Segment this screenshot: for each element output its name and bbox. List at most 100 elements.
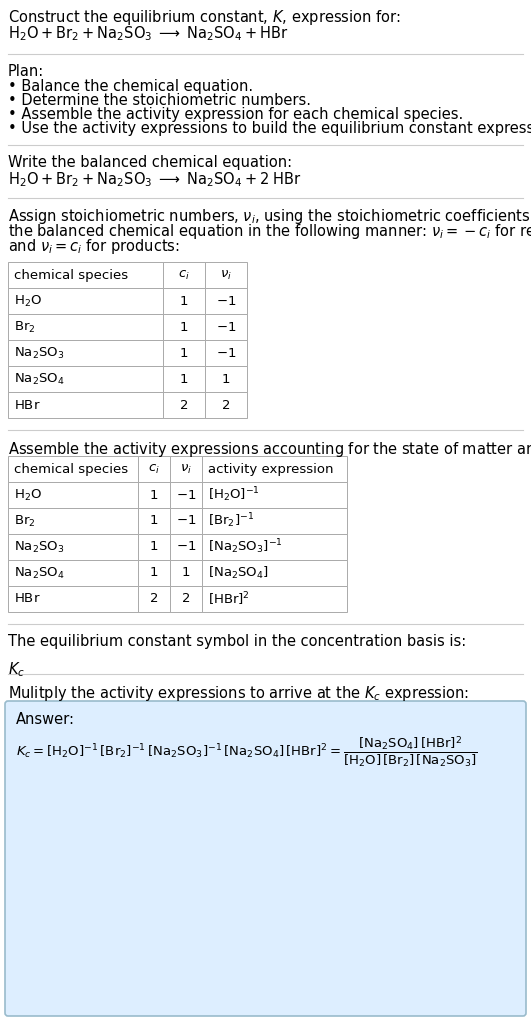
Text: $[\mathrm{Br_2}]^{-1}$: $[\mathrm{Br_2}]^{-1}$ [208,512,254,530]
Text: • Assemble the activity expression for each chemical species.: • Assemble the activity expression for e… [8,107,463,122]
Bar [205,392,247,418]
Text: 1: 1 [180,346,189,360]
Text: $1$: $1$ [182,567,191,580]
Text: 1: 1 [150,515,158,528]
Text: $K_c = [\mathrm{H_2O}]^{-1}\,[\mathrm{Br_2}]^{-1}\,[\mathrm{Na_2SO_3}]^{-1}\,[\m: $K_c = [\mathrm{H_2O}]^{-1}\,[\mathrm{Br… [16,734,478,769]
Bar [205,366,247,392]
Text: $-1$: $-1$ [176,540,196,553]
Text: $\nu_i$: $\nu_i$ [180,463,192,476]
Text: $[\mathrm{H_2O}]^{-1}$: $[\mathrm{H_2O}]^{-1}$ [208,486,260,504]
Text: $\mathrm{Na_2SO_4}$: $\mathrm{Na_2SO_4}$ [14,566,65,581]
Bar [8,586,138,612]
Text: $\mathrm{H_2O + Br_2 + Na_2SO_3 \;\longrightarrow\; Na_2SO_4 + 2\;HBr}$: $\mathrm{H_2O + Br_2 + Na_2SO_3 \;\longr… [8,170,302,189]
Text: the balanced chemical equation in the following manner: $\nu_i = -c_i$ for react: the balanced chemical equation in the fo… [8,222,531,242]
Text: 1: 1 [180,373,189,385]
Bar [170,560,202,586]
Text: 1: 1 [150,567,158,580]
Bar [202,455,347,482]
Text: $\mathrm{HBr}$: $\mathrm{HBr}$ [14,592,40,605]
Bar [8,366,163,392]
Bar [170,482,202,508]
Text: 1: 1 [180,321,189,333]
Bar [170,534,202,560]
Bar [138,534,170,560]
Text: $K_c$: $K_c$ [8,660,25,679]
Bar [138,508,170,534]
Text: Mulitply the activity expressions to arrive at the $K_c$ expression:: Mulitply the activity expressions to arr… [8,684,469,703]
Text: The equilibrium constant symbol in the concentration basis is:: The equilibrium constant symbol in the c… [8,634,466,649]
Text: $-1$: $-1$ [176,515,196,528]
Text: • Balance the chemical equation.: • Balance the chemical equation. [8,79,253,94]
Text: $\mathrm{H_2O}$: $\mathrm{H_2O}$ [14,293,42,309]
Bar [8,508,138,534]
Bar [8,288,163,314]
Bar [8,534,138,560]
Text: Construct the equilibrium constant, $K$, expression for:: Construct the equilibrium constant, $K$,… [8,8,401,26]
Text: $\mathrm{HBr}$: $\mathrm{HBr}$ [14,398,40,412]
Bar [202,560,347,586]
Bar [205,262,247,288]
Bar [163,314,205,340]
Bar [205,340,247,366]
Bar [8,392,163,418]
Bar [138,560,170,586]
Text: $2$: $2$ [182,592,191,605]
Bar [170,586,202,612]
Text: $[\mathrm{HBr}]^2$: $[\mathrm{HBr}]^2$ [208,590,250,607]
Bar [8,314,163,340]
Text: $2$: $2$ [221,398,230,412]
Text: Assign stoichiometric numbers, $\nu_i$, using the stoichiometric coefficients, $: Assign stoichiometric numbers, $\nu_i$, … [8,207,531,226]
Text: Write the balanced chemical equation:: Write the balanced chemical equation: [8,155,292,170]
Text: $-1$: $-1$ [176,488,196,501]
Bar [202,534,347,560]
Text: 1: 1 [180,294,189,308]
Text: • Use the activity expressions to build the equilibrium constant expression.: • Use the activity expressions to build … [8,121,531,136]
Text: chemical species: chemical species [14,463,128,476]
Bar [138,455,170,482]
Text: 2: 2 [180,398,189,412]
Text: chemical species: chemical species [14,268,128,281]
Bar [138,482,170,508]
Text: $\nu_i$: $\nu_i$ [220,268,232,281]
FancyBboxPatch shape [5,701,526,1016]
Text: $\mathrm{Na_2SO_3}$: $\mathrm{Na_2SO_3}$ [14,345,64,361]
Bar [138,586,170,612]
Bar [170,455,202,482]
Text: $\mathrm{H_2O + Br_2 + Na_2SO_3 \;\longrightarrow\; Na_2SO_4 + HBr}$: $\mathrm{H_2O + Br_2 + Na_2SO_3 \;\longr… [8,24,288,43]
Text: $c_i$: $c_i$ [148,463,160,476]
Text: Plan:: Plan: [8,64,44,79]
Text: • Determine the stoichiometric numbers.: • Determine the stoichiometric numbers. [8,93,311,108]
Text: 2: 2 [150,592,158,605]
Text: $-1$: $-1$ [216,346,236,360]
Text: $\mathrm{Na_2SO_3}$: $\mathrm{Na_2SO_3}$ [14,539,64,554]
Bar [163,340,205,366]
Bar [202,508,347,534]
Bar [202,482,347,508]
Bar [205,288,247,314]
Bar [8,262,163,288]
Bar [163,262,205,288]
Text: 1: 1 [150,540,158,553]
Text: $c_i$: $c_i$ [178,268,190,281]
Bar [202,586,347,612]
Bar [8,482,138,508]
Text: $1$: $1$ [221,373,230,385]
Text: $-1$: $-1$ [216,294,236,308]
Text: $\mathrm{Br_2}$: $\mathrm{Br_2}$ [14,319,36,334]
Bar [163,366,205,392]
Text: $\mathrm{Br_2}$: $\mathrm{Br_2}$ [14,514,36,529]
Text: Assemble the activity expressions accounting for the state of matter and $\nu_i$: Assemble the activity expressions accoun… [8,440,531,459]
Text: $[\mathrm{Na_2SO_3}]^{-1}$: $[\mathrm{Na_2SO_3}]^{-1}$ [208,538,283,556]
Text: $\mathrm{H_2O}$: $\mathrm{H_2O}$ [14,487,42,502]
Text: Answer:: Answer: [16,712,75,727]
Text: $[\mathrm{Na_2SO_4}]$: $[\mathrm{Na_2SO_4}]$ [208,565,269,581]
Bar [8,560,138,586]
Bar [163,288,205,314]
Bar [170,508,202,534]
Text: $-1$: $-1$ [216,321,236,333]
Text: and $\nu_i = c_i$ for products:: and $\nu_i = c_i$ for products: [8,237,180,256]
Text: activity expression: activity expression [208,463,333,476]
Bar [8,340,163,366]
Text: $\mathrm{Na_2SO_4}$: $\mathrm{Na_2SO_4}$ [14,372,65,386]
Text: 1: 1 [150,488,158,501]
